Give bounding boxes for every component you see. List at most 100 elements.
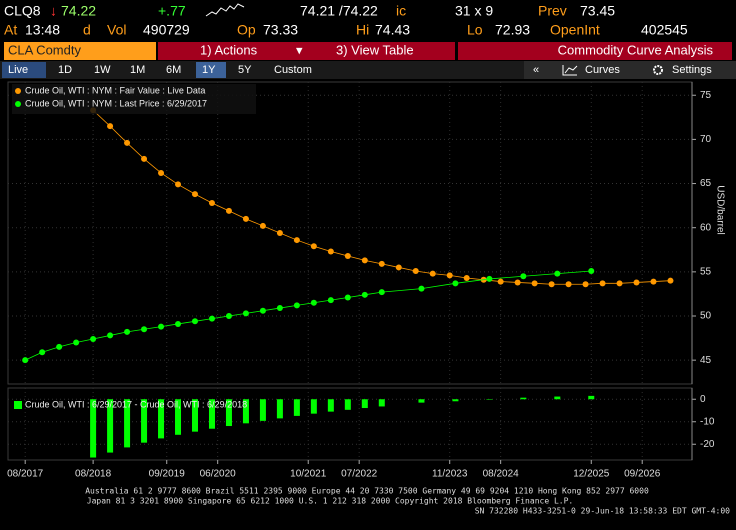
y-tick-label: 70 [700,134,712,145]
data-point [650,278,657,285]
time-flag: d [83,22,91,38]
title-bar [458,42,732,60]
data-point [412,267,419,274]
security-input[interactable] [4,42,156,60]
tab-background [196,62,226,78]
data-point [107,332,114,339]
bar [327,399,334,412]
change: +.77 [158,3,186,19]
data-point [310,299,317,306]
bar [90,399,97,458]
bid-ask-flag: ic [396,3,406,19]
view-table-menu[interactable]: 3) View Table [336,42,414,57]
tab[interactable]: 6M [166,64,181,76]
data-point [22,357,29,364]
curves-button[interactable]: Curves [585,64,620,76]
last-price: 74.22 [61,3,96,19]
data-point [141,155,148,162]
time: 13:48 [25,22,60,38]
data-point [395,264,402,271]
curves-icon-line [564,65,578,74]
data-point [276,230,283,236]
legend-box [12,84,256,114]
data-point [344,294,351,301]
open: 73.33 [263,22,298,38]
y-tick-label: -10 [700,416,715,427]
low-label: Lo [467,22,483,38]
legend-entry: Crude Oil, WTI : NYM : Fair Value : Live… [25,85,205,95]
x-tick-label: 12/2025 [573,469,610,480]
prev: 73.45 [580,3,615,19]
data-point [520,273,527,280]
y-axis-label: USD/barrel [714,185,725,234]
x-tick-label: 06/2020 [200,469,237,480]
data-point [497,278,504,285]
size: 31 x 9 [455,3,493,19]
bar [452,399,459,402]
data-point [90,335,97,342]
data-point [175,181,182,188]
low: 72.93 [495,22,530,38]
y-tick-label: 60 [700,222,712,233]
settings-button[interactable]: Settings [672,64,712,76]
data-point [486,275,493,282]
data-point [293,237,300,244]
data-point [667,277,674,284]
data-point [344,252,351,259]
curves-icon [562,65,577,76]
oi-label: OpenInt [550,22,600,38]
bar [276,399,283,419]
bar [378,399,385,407]
open-label: Op [237,22,256,38]
data-point [582,281,589,288]
bar [124,399,131,448]
data-point [276,305,283,312]
y-tick-label: 45 [700,355,712,366]
data-point [565,281,572,288]
x-tick-label: 09/2019 [149,469,186,480]
tab[interactable]: 1Y [202,64,216,76]
data-point [124,139,131,146]
bar [361,399,368,409]
tab[interactable]: 5Y [238,64,252,76]
sparkline-icon [205,3,245,17]
data-point [633,279,640,286]
bar [242,399,249,424]
settings-icon [653,65,663,75]
data-point [327,297,334,304]
footer-line: Australia 61 2 9777 8600 Brazil 5511 239… [85,487,649,496]
legend-marker [15,88,21,94]
tab[interactable]: 1D [58,64,72,76]
tab[interactable]: Live [8,64,28,76]
y-tick-label: 55 [700,266,712,277]
x-tick-label: 09/2026 [624,469,661,480]
bar [259,399,266,421]
tab[interactable]: 1W [94,64,111,76]
series-line [25,270,592,361]
tab[interactable]: 1M [130,64,145,76]
data-point [39,349,46,356]
bar [141,399,148,443]
data-point [73,339,80,346]
actions-menu[interactable]: 1) Actions [200,42,258,57]
data-point [554,270,561,277]
menu-bar [158,42,455,60]
tab[interactable]: Custom [274,64,312,76]
collapse-button[interactable]: « [533,64,539,76]
bar [554,396,561,400]
data-point [124,328,131,335]
data-point [158,323,165,330]
legend-entry: Crude Oil, WTI : 6/29/2017 - Crude Oil, … [25,399,247,409]
data-point [225,207,232,214]
data-point [208,199,215,206]
y-tick-label: 50 [700,311,712,322]
high: 74.43 [375,22,410,38]
data-point [378,260,385,267]
function-title: Commodity Curve Analysis [558,42,714,57]
data-point [531,280,538,287]
bar [344,399,351,410]
oi: 402545 [641,22,688,38]
data-point [293,302,300,309]
bar [191,399,198,432]
